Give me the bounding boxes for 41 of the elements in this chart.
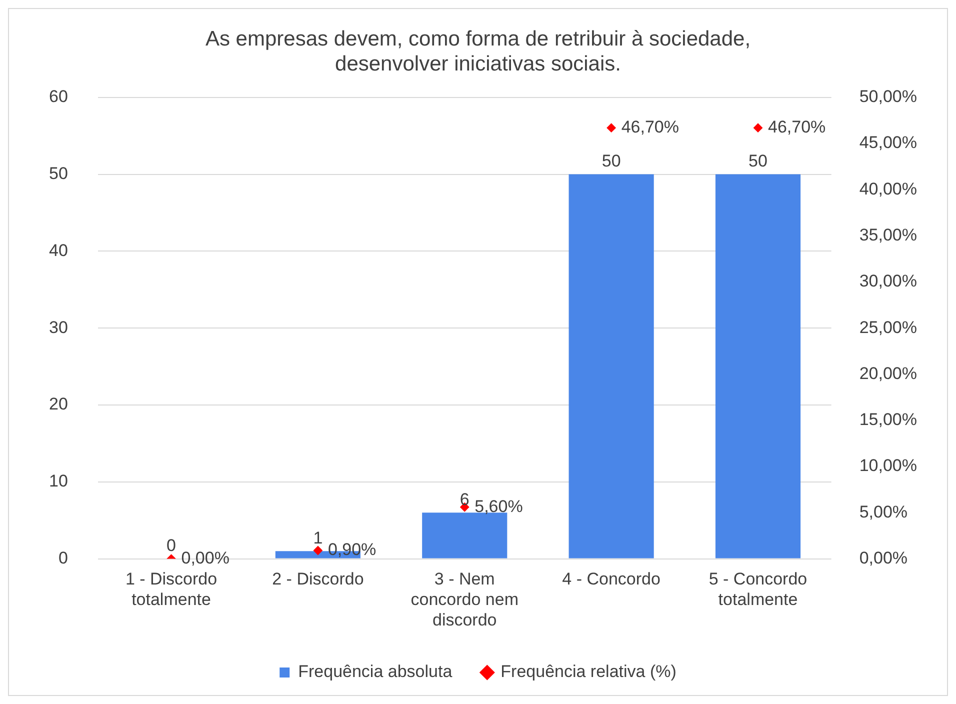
point <box>313 546 322 555</box>
data-label: 1 <box>313 528 323 548</box>
y-tick-label: 30 <box>48 318 68 337</box>
y-tick-label: 20 <box>48 394 68 414</box>
y-tick-label: 60 <box>48 87 68 106</box>
y2-tick-label: 45,00% <box>859 133 918 152</box>
data-label: 46,70% <box>621 118 679 137</box>
data-label: 0,00% <box>181 548 230 568</box>
bar <box>422 512 508 558</box>
y2-tick-label: 25,00% <box>859 318 918 337</box>
x-tick-label: 3 - Nem concordo nem discordo <box>410 570 518 630</box>
data-label: 0 <box>166 536 176 555</box>
x-tick-label: 1 - Discordo totalmente <box>125 570 218 610</box>
data-label: 46,70% <box>768 118 826 137</box>
y2-tick-label: 30,00% <box>859 272 918 291</box>
y2-tick-label: 15,00% <box>859 410 918 430</box>
x-tick-label: 2 - Discordo <box>272 570 364 589</box>
x-tick-label: 5 - Concordo totalmente <box>708 570 808 610</box>
y2-tick-label: 35,00% <box>859 226 918 245</box>
y-tick-label: 40 <box>48 240 68 260</box>
y2-tick-label: 40,00% <box>859 179 918 198</box>
data-label: 6 <box>460 490 470 509</box>
x-tick-label: 4 - Concordo <box>562 570 660 589</box>
chart-title: As empresas devem, como forma de retribuir à sociedade, desenvolver iniciativas sociais. <box>205 27 751 76</box>
legend-label: Frequência relativa (%) <box>500 662 676 682</box>
data-label: 5,60% <box>474 496 523 516</box>
y-tick-label: 50 <box>48 164 68 183</box>
y2-tick-label: 20,00% <box>859 364 918 383</box>
y2-tick-label: 10,00% <box>859 456 918 476</box>
bar <box>568 174 654 558</box>
y-tick-label: 0 <box>58 548 68 568</box>
data-label: 50 <box>748 151 768 170</box>
point <box>754 123 762 132</box>
point <box>606 123 616 132</box>
y-tick-label: 10 <box>48 472 68 491</box>
data-label: 50 <box>602 151 621 170</box>
y2-tick-label: 0,00% <box>859 548 908 568</box>
y2-tick-label: 50,00% <box>859 87 918 106</box>
y2-tick-label: 5,00% <box>859 502 908 522</box>
bar <box>715 174 801 558</box>
legend-label: Frequência absoluta <box>298 662 453 682</box>
